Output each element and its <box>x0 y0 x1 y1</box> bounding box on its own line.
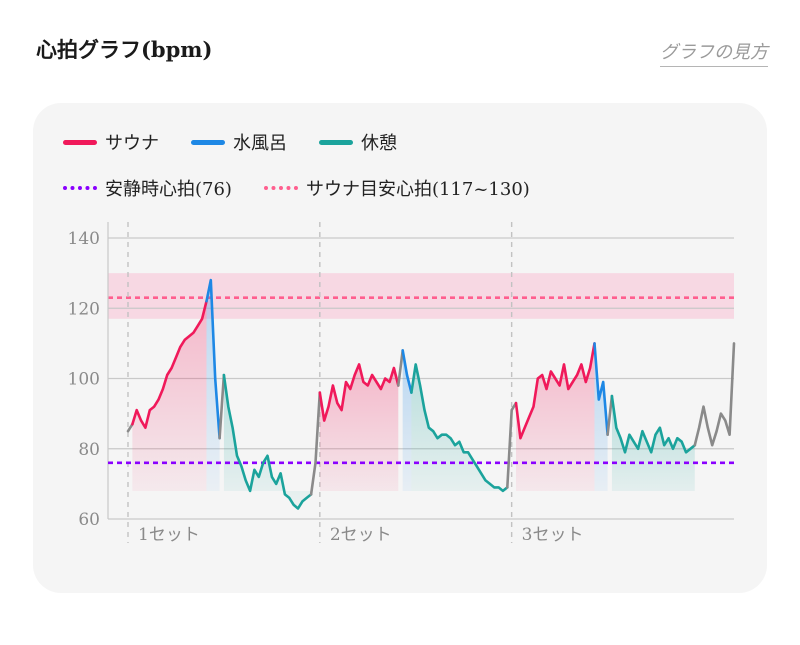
legend-swatch <box>263 186 298 190</box>
phase-area-mizuburo <box>206 280 220 519</box>
legend-swatch <box>63 139 97 145</box>
legend-item-2: 休憩 <box>319 129 397 155</box>
series-line-transition <box>309 391 322 496</box>
series-line-transition <box>397 349 404 387</box>
series-line-transition <box>693 342 736 447</box>
set-label: 3セット <box>522 525 584 545</box>
phase-area-mizuburo <box>402 350 412 519</box>
legend-label: 休憩 <box>361 133 397 154</box>
legend-item-1: 水風呂 <box>191 129 287 155</box>
series-line-transition <box>506 401 518 489</box>
series-line-transition <box>606 394 614 436</box>
series-line-sauna <box>514 342 596 440</box>
legend-item-0: サウナ <box>63 129 159 155</box>
legend-line-0: 安静時心拍(76) <box>63 175 232 201</box>
target-zone-band <box>108 273 734 319</box>
legend-label: サウナ目安心拍(117~130) <box>305 179 530 200</box>
series-line-mizuburo <box>401 349 413 394</box>
series-line-sauna <box>131 299 208 429</box>
legend-swatch <box>319 139 353 145</box>
series-line-kyukei <box>410 363 509 493</box>
chart-card: サウナ 水風呂 休憩 安静時心拍(76) サウナ目安心拍(117~130) <box>33 103 767 593</box>
y-tick-label: 140 <box>68 229 100 249</box>
y-tick-label: 120 <box>68 299 100 319</box>
series-line-kyukei <box>610 394 697 454</box>
series-line-transition <box>218 373 226 440</box>
legend-label: 水風呂 <box>233 133 287 154</box>
series-line-mizuburo <box>205 278 221 440</box>
legend-row-phases: サウナ 水風呂 休憩 <box>63 129 429 155</box>
y-tick-label: 100 <box>68 370 100 390</box>
chart-guide-link[interactable]: グラフの見方 <box>660 38 768 67</box>
set-label: 2セット <box>330 525 392 545</box>
y-tick-label: 60 <box>78 510 100 530</box>
series-line-transition <box>126 422 134 433</box>
series-line-kyukei <box>222 373 313 510</box>
series-line-mizuburo <box>593 342 609 436</box>
phase-area-kyukei <box>611 396 695 519</box>
legend-row-reference-lines: 安静時心拍(76) サウナ目安心拍(117~130) <box>63 175 562 201</box>
legend-swatch <box>191 139 225 145</box>
legend-label: 安静時心拍(76) <box>105 179 232 200</box>
y-tick-label: 80 <box>78 440 100 460</box>
phase-area-sauna <box>516 343 595 519</box>
page-title: 心拍グラフ(bpm) <box>36 37 213 62</box>
phase-area-sauna <box>132 301 207 519</box>
phase-area-kyukei <box>411 364 508 519</box>
legend-label: サウナ <box>105 133 159 154</box>
legend-swatch <box>63 186 97 190</box>
phase-area-kyukei <box>223 374 312 519</box>
series-line-sauna <box>318 363 400 422</box>
legend-line-1: サウナ目安心拍(117~130) <box>263 175 530 201</box>
phase-area-sauna <box>319 364 399 519</box>
set-label: 1セット <box>138 525 200 545</box>
